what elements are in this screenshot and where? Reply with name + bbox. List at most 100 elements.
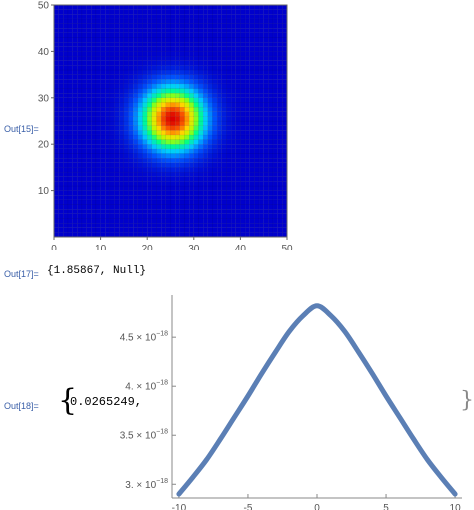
heatmap-cell (240, 83, 246, 89)
heatmap-cell (216, 204, 222, 210)
heatmap-cell (123, 204, 129, 210)
heatmap-cell (272, 93, 278, 99)
heatmap-cell (114, 209, 120, 215)
heatmap-cell (105, 41, 111, 47)
heatmap-cell (119, 162, 125, 168)
heatmap-cell (119, 37, 125, 43)
heatmap-cell (151, 171, 157, 177)
heatmap-cell (133, 116, 139, 122)
line-point (176, 491, 182, 497)
heatmap-cell (268, 153, 274, 159)
heatmap-cell (170, 46, 176, 52)
heatmap-cell (72, 148, 78, 154)
heatmap-cell (277, 18, 283, 24)
heatmap-cell (230, 23, 236, 29)
heatmap-cell (165, 83, 171, 89)
heatmap-cell (254, 55, 260, 61)
heatmap-cell (95, 41, 101, 47)
heatmap-cell (58, 144, 64, 150)
heatmap-cell (254, 106, 260, 112)
heatmap-cell (147, 148, 153, 154)
heatmap-cell (156, 144, 162, 150)
heatmap-cell (77, 37, 83, 43)
heatmap-cell (235, 157, 241, 163)
heatmap-cell (91, 106, 97, 112)
heatmap-cell (63, 93, 69, 99)
heatmap-cell (258, 83, 264, 89)
heatmap-cell (137, 97, 143, 103)
heatmap-cell (147, 79, 153, 85)
heatmap-cell (207, 4, 213, 10)
heatmap-cell (91, 37, 97, 43)
heatmap-cell (184, 162, 190, 168)
heatmap-cell (72, 222, 78, 228)
heatmap-cell (263, 209, 269, 215)
heatmap-cell (249, 74, 255, 80)
heatmap-cell (133, 37, 139, 43)
heatmap-cell (202, 218, 208, 224)
heatmap-cell (258, 222, 264, 228)
heatmap-cell (81, 130, 87, 136)
heatmap-cell (272, 69, 278, 75)
heatmap-cell (142, 213, 148, 219)
heatmap-cell (72, 232, 78, 238)
heatmap-cell (226, 199, 232, 205)
heatmap-cell (123, 83, 129, 89)
line-y-tick-label: 4. × 10−18 (125, 380, 168, 393)
heatmap-cell (198, 204, 204, 210)
heatmap-cell (249, 83, 255, 89)
heatmap-cell (244, 37, 250, 43)
heatmap-cell (272, 9, 278, 15)
heatmap-cell (207, 41, 213, 47)
heatmap-cell (63, 83, 69, 89)
heatmap-cell (133, 79, 139, 85)
heatmap-cell (119, 79, 125, 85)
heatmap-cell (53, 199, 59, 205)
heatmap-cell (86, 102, 92, 108)
heatmap-cell (165, 153, 171, 159)
heatmap-cell (184, 167, 190, 173)
heatmap-cell (212, 232, 218, 238)
heatmap-cell (133, 171, 139, 177)
heatmap-cell (133, 167, 139, 173)
heatmap-cell (179, 144, 185, 150)
heatmap-cell (230, 51, 236, 57)
heatmap-cell (100, 120, 106, 126)
heatmap-cell (147, 134, 153, 140)
heatmap-cell (282, 209, 288, 215)
heatmap-cell (81, 213, 87, 219)
heatmap-cell (179, 232, 185, 238)
heatmap-cell (114, 171, 120, 177)
heatmap-cell (81, 51, 87, 57)
heatmap-cell (254, 102, 260, 108)
heatmap-cell (282, 195, 288, 201)
heatmap-cell (277, 167, 283, 173)
heatmap-cell (100, 102, 106, 108)
heatmap-cell (226, 181, 232, 187)
heatmap-cell (230, 125, 236, 131)
heatmap-cell (258, 102, 264, 108)
heatmap-cell (147, 23, 153, 29)
heatmap-cell (142, 130, 148, 136)
heatmap-cell (170, 195, 176, 201)
heatmap-cell (193, 18, 199, 24)
heatmap-cell (95, 120, 101, 126)
heatmap-cell (77, 181, 83, 187)
heatmap-cell (198, 74, 204, 80)
heatmap-cell (184, 4, 190, 10)
heatmap-cell (221, 23, 227, 29)
heatmap-cell (165, 102, 171, 108)
heatmap-cell (235, 32, 241, 38)
heatmap-cell (212, 88, 218, 94)
heatmap-cell (156, 51, 162, 57)
heatmap-cell (188, 204, 194, 210)
heatmap-cell (212, 116, 218, 122)
heatmap-cell (188, 199, 194, 205)
heatmap-cell (226, 9, 232, 15)
heatmap-cell (198, 60, 204, 66)
heatmap-cell (119, 106, 125, 112)
heatmap-cell (170, 190, 176, 196)
heatmap-cell (63, 195, 69, 201)
heatmap-cell (161, 125, 167, 131)
heatmap-cell (91, 102, 97, 108)
